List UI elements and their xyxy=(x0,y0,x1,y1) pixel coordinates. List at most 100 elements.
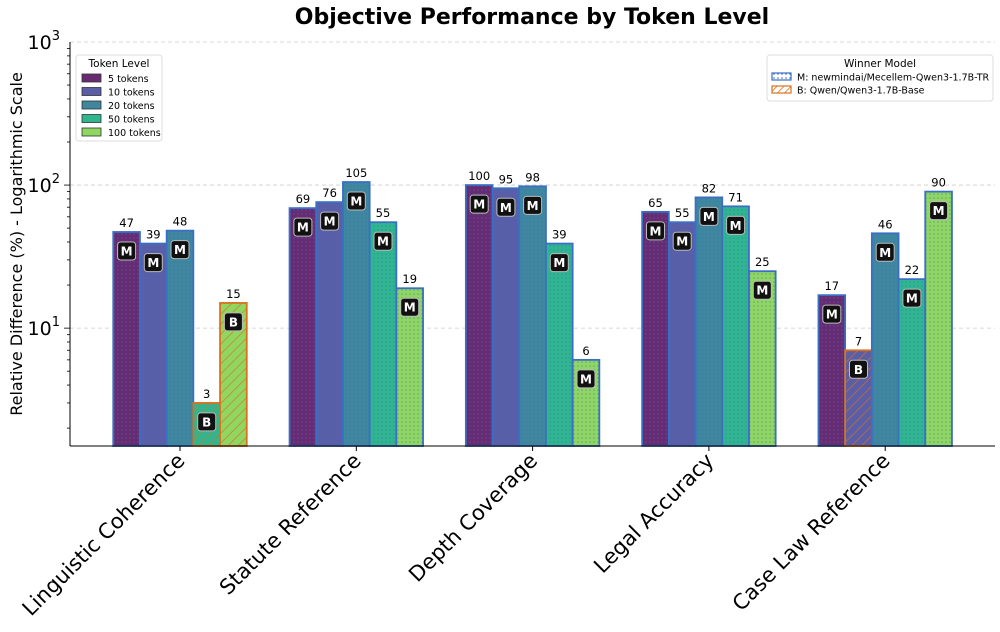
value-label: 25 xyxy=(755,255,770,269)
x-tick-label: Depth Coverage xyxy=(404,449,542,587)
svg-text:M: M xyxy=(500,201,512,215)
winner-badge: M xyxy=(646,221,665,241)
value-label: 46 xyxy=(878,217,893,231)
svg-text:M: M xyxy=(879,246,891,260)
svg-text:B: B xyxy=(202,415,211,429)
winner-badge: M xyxy=(293,217,313,237)
bar-group: 17 M 7 B 46 M 22 M 90 M xyxy=(817,176,953,447)
value-label: 19 xyxy=(402,272,417,286)
value-label: 71 xyxy=(728,190,743,204)
svg-text:M: M xyxy=(297,221,309,235)
value-label: 69 xyxy=(296,192,311,206)
y-axis-label: Relative Difference (%) - Logarithmic Sc… xyxy=(7,72,26,416)
bar-group: 65 M 55 M 82 M 71 M 25 M xyxy=(641,181,777,447)
winner-badge: M xyxy=(117,241,137,261)
winner-badge: M xyxy=(469,194,489,214)
svg-text:M: M xyxy=(473,198,485,212)
winner-badge: B xyxy=(223,312,243,332)
legend-label: 10 tokens xyxy=(108,88,155,99)
y-tick-label: 103 xyxy=(28,29,60,54)
bar xyxy=(342,181,371,447)
value-label: 55 xyxy=(675,206,690,220)
svg-text:M: M xyxy=(826,308,838,322)
winner-badge: M xyxy=(143,253,163,273)
svg-text:M: M xyxy=(933,204,945,218)
winner-badge: M xyxy=(699,206,719,226)
value-label: 82 xyxy=(702,181,717,195)
svg-text:B: B xyxy=(229,315,238,329)
svg-text:M: M xyxy=(324,215,336,229)
chart-title: Objective Performance by Token Level xyxy=(295,5,769,30)
value-label: 39 xyxy=(146,228,161,242)
value-label: 17 xyxy=(824,279,839,293)
legend-label: 50 tokens xyxy=(108,115,155,126)
winner-badge: M xyxy=(929,201,949,221)
winner-badge: M xyxy=(496,197,516,217)
x-tick-label: Linguistic Coherence xyxy=(18,449,190,621)
value-label: 90 xyxy=(931,176,946,190)
bar xyxy=(694,196,724,447)
legend-label: 20 tokens xyxy=(108,101,155,112)
value-label: 7 xyxy=(855,334,862,348)
winner-badge: B xyxy=(849,359,868,379)
x-tick-label: Case Law Reference xyxy=(728,449,895,616)
svg-text:M: M xyxy=(121,244,133,258)
y-tick-label: 102 xyxy=(28,172,60,197)
value-label: 47 xyxy=(119,216,134,230)
svg-text:M: M xyxy=(703,210,715,224)
legend-swatch xyxy=(771,72,792,81)
winner-badge: M xyxy=(549,253,569,273)
winner-badge: M xyxy=(752,280,772,300)
bar xyxy=(464,184,494,447)
svg-text:M: M xyxy=(350,195,362,209)
y-tick-label: 101 xyxy=(28,315,60,340)
bar xyxy=(139,242,168,447)
legend-label: 100 tokens xyxy=(108,128,161,139)
value-label: 3 xyxy=(203,387,210,401)
bar xyxy=(748,270,777,447)
x-tick-label: Statute Reference xyxy=(215,449,366,600)
bar xyxy=(368,221,398,447)
svg-text:M: M xyxy=(377,235,389,249)
bar xyxy=(870,232,900,447)
legend-title: Token Level xyxy=(88,58,150,70)
bar xyxy=(924,190,953,447)
bar xyxy=(518,185,547,447)
winner-badge: M xyxy=(346,191,366,211)
winner-badge: M xyxy=(822,304,842,324)
winner-badge: M xyxy=(576,369,596,389)
bar xyxy=(667,221,697,447)
value-label: 55 xyxy=(376,206,391,220)
legend-title: Winner Model xyxy=(844,58,916,70)
token-level-legend: Token Level 5 tokens 10 tokens 20 tokens 50 … xyxy=(75,54,163,142)
bar xyxy=(545,242,574,447)
legend-swatch xyxy=(81,100,102,110)
bar xyxy=(288,207,318,447)
svg-text:M: M xyxy=(756,284,768,298)
bar xyxy=(641,210,670,447)
winner-badge: M xyxy=(400,297,420,317)
bar-group: 69 M 76 M 105 M 55 M 19 M xyxy=(288,166,424,447)
winner-badge: M xyxy=(875,242,895,262)
winner-badge: M xyxy=(320,211,340,231)
bar xyxy=(721,205,750,447)
svg-text:M: M xyxy=(580,372,592,386)
svg-text:M: M xyxy=(650,224,662,238)
legend-swatch xyxy=(81,127,102,137)
bar xyxy=(315,201,344,447)
winner-badge: M xyxy=(672,231,692,251)
winner-model-legend: Winner Model M: newmindai/Mecellem-Qwen3-… xyxy=(766,54,994,102)
svg-text:B: B xyxy=(854,363,863,377)
svg-text:M: M xyxy=(174,243,186,257)
winner-badge: M xyxy=(726,215,746,235)
svg-text:M: M xyxy=(676,235,688,249)
value-label: 65 xyxy=(648,196,663,210)
svg-text:M: M xyxy=(730,219,742,233)
svg-text:M: M xyxy=(906,292,918,306)
legend-swatch xyxy=(771,85,792,94)
legend-swatch xyxy=(81,114,102,123)
bar-group: 100 M 95 M 98 M 39 M 6 M xyxy=(464,169,601,447)
legend-swatch xyxy=(81,87,102,96)
value-label: 22 xyxy=(905,263,920,277)
